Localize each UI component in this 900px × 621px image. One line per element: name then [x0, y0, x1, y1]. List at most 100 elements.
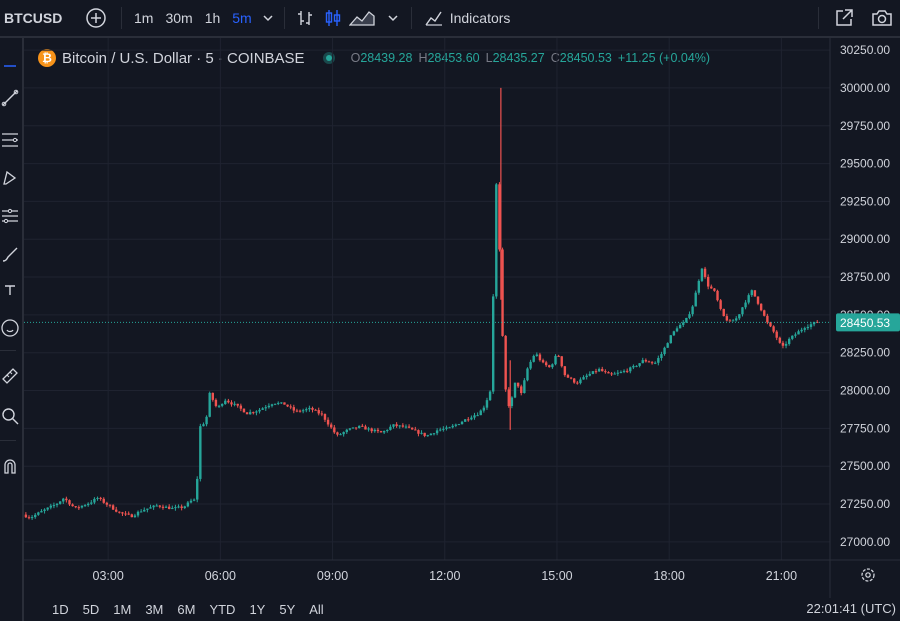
candle-body [336, 432, 339, 435]
toolbar-separator [0, 440, 16, 441]
range-1y[interactable]: 1Y [249, 602, 266, 617]
candle-body [83, 505, 87, 507]
candle-body [174, 507, 177, 509]
interval-5m[interactable]: 5m [232, 10, 252, 26]
fib-retracement-icon[interactable] [0, 128, 20, 152]
candle-body [373, 429, 377, 432]
candle-body [49, 505, 52, 508]
candle-body [613, 373, 616, 375]
crosshair-cursor-icon[interactable] [0, 54, 20, 78]
toolbar-separator [818, 7, 819, 29]
candle-body [27, 517, 31, 519]
candle-body [678, 324, 682, 329]
candle-body [791, 335, 794, 339]
candle-body [554, 355, 557, 365]
toolbar-separator [410, 7, 412, 29]
candle-body [809, 324, 813, 327]
candle-body [326, 419, 330, 425]
candle-body [716, 290, 719, 301]
text-tool-icon[interactable] [0, 278, 20, 302]
candle-body [289, 406, 292, 408]
candle-body [719, 300, 722, 309]
candle-body [560, 356, 563, 367]
chevron-down-icon[interactable] [383, 4, 403, 32]
candle-body [439, 429, 442, 431]
candle-body [529, 361, 532, 369]
candle-body [744, 302, 747, 308]
range-3m[interactable]: 3M [145, 602, 164, 617]
candle-body [666, 343, 669, 348]
chevron-down-icon[interactable] [258, 4, 278, 32]
candle-body [199, 426, 202, 479]
range-1d[interactable]: 1D [52, 602, 69, 617]
candle-body [432, 433, 436, 435]
candle-body [435, 430, 439, 434]
candle-body [311, 407, 314, 410]
interval-1m[interactable]: 1m [134, 10, 154, 26]
symbol-search[interactable]: BTCUSD [4, 10, 63, 26]
ohlc-change: +11.25 (+0.04%) [617, 51, 711, 65]
candle-body [803, 328, 806, 330]
candle-body [34, 514, 37, 518]
trend-line-icon[interactable] [0, 86, 20, 110]
forecasting-tool-icon[interactable] [0, 204, 20, 228]
market-status-icon[interactable] [322, 52, 335, 64]
candle-body [485, 400, 489, 408]
magnet-icon[interactable] [0, 454, 20, 478]
icon-tool-icon[interactable] [0, 316, 20, 340]
bar-chart-icon[interactable] [291, 4, 319, 32]
candle-body [414, 429, 417, 431]
candle-body [488, 391, 492, 401]
candle-body [258, 409, 261, 412]
price-chart[interactable]: 30250.00 30000.00 29750.00 29500.00 29250.00… [24, 38, 900, 598]
range-6m[interactable]: 6M [177, 602, 196, 617]
candle-body [105, 502, 109, 505]
range-5d[interactable]: 5D [82, 602, 100, 617]
range-5y[interactable]: 5Y [279, 602, 296, 617]
candle-body [750, 290, 753, 296]
candle-body [544, 362, 548, 366]
candle-body [295, 410, 299, 412]
candle-body [58, 501, 62, 504]
candle-body [688, 314, 691, 318]
snapshot-share-icon[interactable] [830, 4, 858, 32]
candlestick-icon[interactable] [319, 4, 347, 32]
candle-body [401, 425, 405, 427]
pattern-tool-icon[interactable] [0, 166, 20, 190]
area-chart-icon[interactable] [347, 4, 377, 32]
zoom-icon[interactable] [0, 404, 20, 428]
candle-body [816, 321, 819, 323]
candle-body [597, 368, 601, 372]
candle-body [632, 365, 635, 368]
candle-body [395, 424, 398, 427]
candle-body [548, 365, 551, 368]
brush-icon[interactable] [0, 242, 20, 266]
interval-30m[interactable]: 30m [165, 10, 193, 26]
interval-1h[interactable]: 1h [204, 10, 221, 26]
range-1m[interactable]: 1M [113, 602, 132, 617]
time-tick-label: 21:00 [766, 569, 797, 583]
candle-body [93, 498, 96, 503]
candle-body [242, 408, 246, 413]
candle-body [520, 386, 523, 394]
candle-body [706, 276, 710, 287]
clock-timezone[interactable]: 22:01:41 (UTC) [806, 601, 896, 616]
range-ytd[interactable]: YTD [209, 602, 236, 617]
candle-body [314, 409, 317, 411]
ruler-measure-icon[interactable] [0, 364, 20, 388]
candle-body [386, 429, 389, 432]
symbol-title[interactable]: Bitcoin / U.S. Dollar · 5 · COINBASE [62, 49, 305, 67]
compare-add-icon[interactable] [81, 4, 111, 32]
candle-body [794, 334, 797, 336]
indicators-button[interactable]: Indicators [418, 4, 517, 32]
range-all[interactable]: All [309, 602, 324, 617]
bitcoin-logo-icon: ₿ [38, 49, 56, 67]
chart-settings-icon[interactable] [861, 568, 875, 582]
candle-body [697, 280, 701, 293]
candle-body [753, 290, 757, 297]
camera-icon[interactable] [868, 4, 896, 32]
candle-body [43, 509, 46, 512]
candle-body [703, 268, 707, 277]
candle-body [756, 296, 760, 304]
candle-body [660, 354, 663, 359]
